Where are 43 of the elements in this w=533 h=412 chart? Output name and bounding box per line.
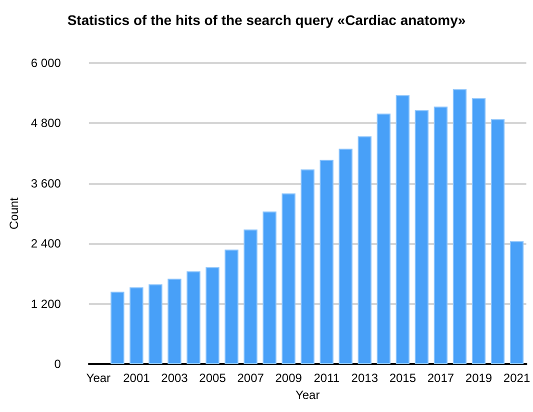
bar [168,278,182,364]
bar [186,271,200,364]
y-tick-label: 6 000 [30,56,62,70]
bar [262,211,276,364]
bar [206,267,220,364]
bar [338,148,352,364]
y-tick-label: 1 200 [30,296,62,311]
x-tick-label: 2005 [199,371,226,385]
bar [472,98,486,364]
y-axis-title: Count [7,196,21,230]
x-tick-label: Year [86,371,111,385]
x-axis-title: Year [295,388,320,402]
x-tick-label: 2009 [275,371,302,385]
x-tick-label: 2019 [465,371,492,385]
bar [282,193,296,364]
bar [358,136,372,364]
bar [510,241,524,364]
x-tick-label: 2021 [503,371,530,385]
x-tick-label: 2017 [427,371,454,385]
chart-title: Statistics of the hits of the search query «Cardiac anatomy» [67,12,466,28]
bar [434,106,448,364]
bar [320,160,334,364]
x-tick-label: 2007 [237,371,264,385]
bar [300,169,314,364]
bar [244,230,258,364]
bar [148,284,162,364]
y-tick-label: 2 400 [30,236,62,251]
bar [452,89,467,364]
y-tick-label: 3 600 [30,176,62,190]
x-tick-label: 2011 [314,371,340,385]
bar [110,292,124,364]
x-tick-label: 2015 [389,371,416,385]
y-tick-label: 4 800 [30,116,62,130]
bar [130,287,144,364]
bar [376,114,391,364]
bar [396,95,410,364]
y-tick-label: 0 [54,357,62,371]
bar [224,250,238,364]
bar [414,110,429,364]
bar [490,119,505,364]
x-tick-label: 2013 [351,371,378,385]
x-tick-label: 2001 [123,371,150,385]
x-tick-label: 2003 [161,371,188,385]
